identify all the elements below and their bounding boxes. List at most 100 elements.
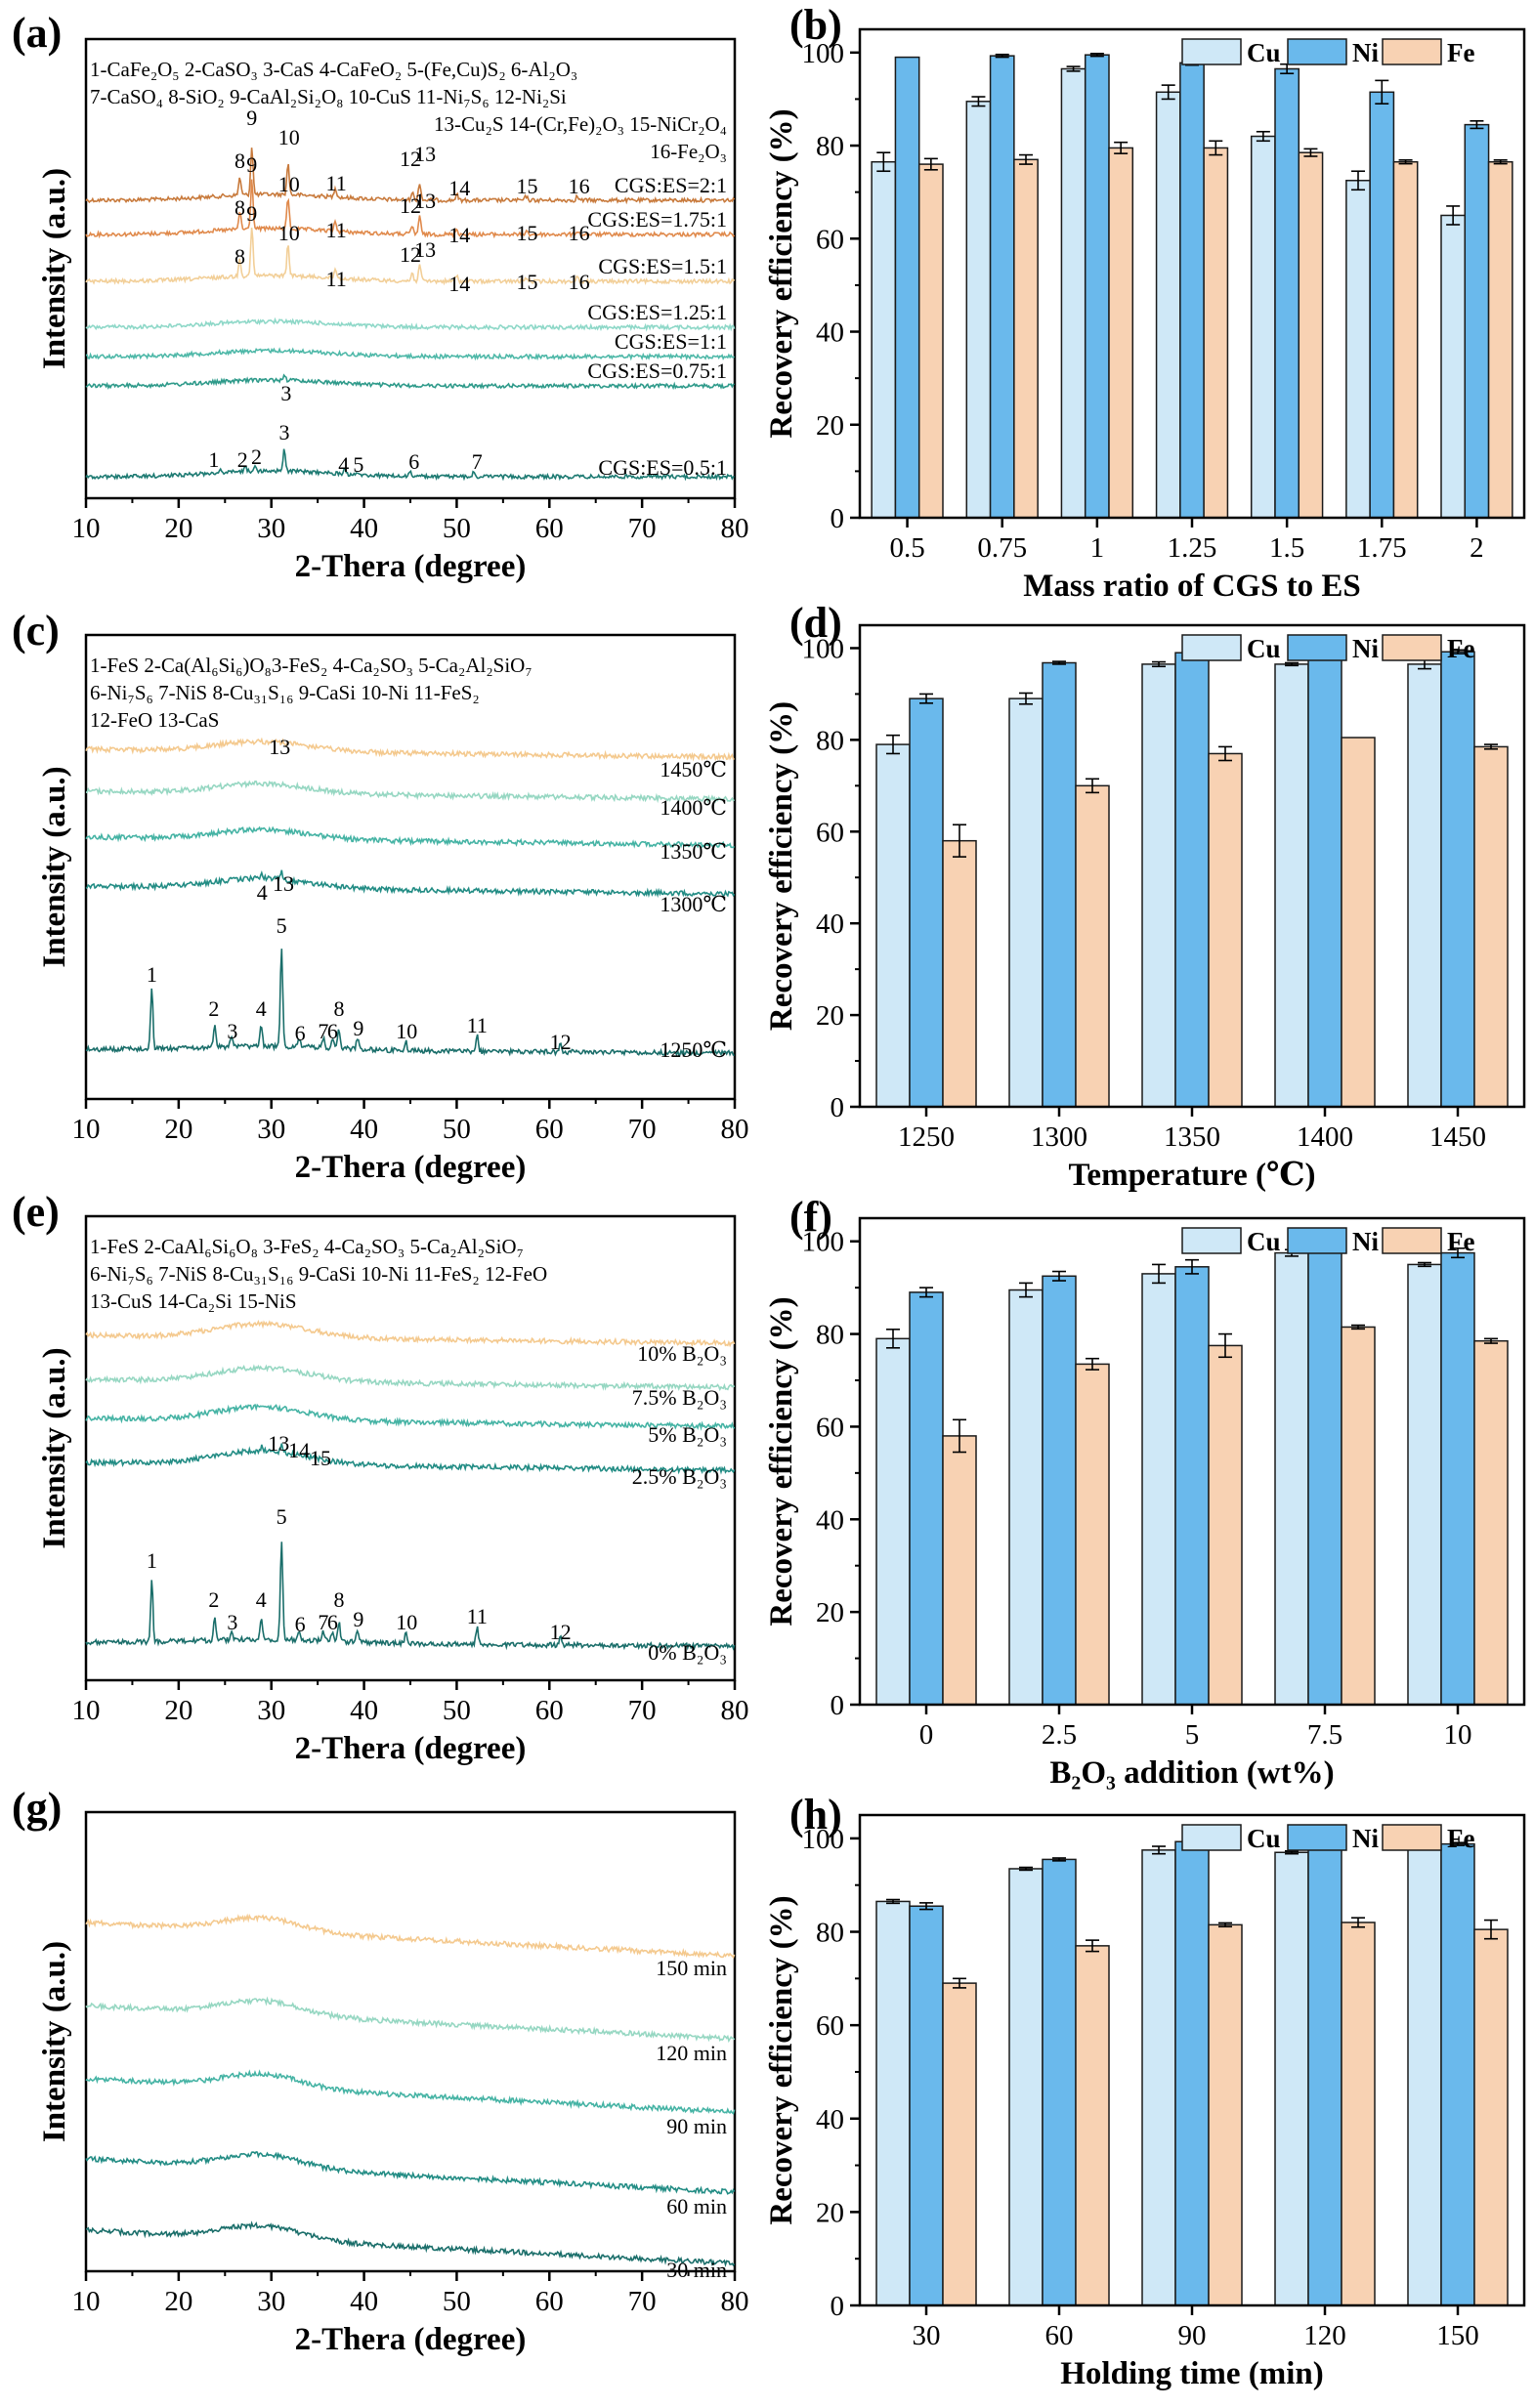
peak-label: 13: [273, 871, 294, 896]
panel-b: (b)0.5 0.75 1 1.25 1.5 1.75 2020406080100Mass …: [764, 1, 1526, 604]
x-tick-label: 1.5: [1269, 532, 1304, 564]
bar-fe: [1341, 1326, 1376, 1706]
y-tick-label: 40: [816, 2104, 844, 2135]
xrd-curve: [85, 1403, 736, 1431]
bar-cu: [1274, 1251, 1309, 1706]
x-tick-label: 150: [1436, 2320, 1479, 2351]
xrd-curve: [85, 317, 736, 332]
panel-h: (h) 30 60 90 120 150 0 20 40 60 80 100 Holding time …: [764, 1791, 1526, 2391]
bar-ni: [1042, 1275, 1077, 1706]
peak-label: 10: [396, 1019, 417, 1043]
x-tick-label: 1.75: [1357, 532, 1407, 564]
xrd-curve: [85, 737, 735, 762]
x-tick-label: 80: [721, 1695, 749, 1726]
peak-label: 16: [569, 221, 590, 245]
phase-legend-line: 1-CaFe₂O₅ 2-CaSO₃ 3-CaS 4-CaFeO₂ 5-(Fe,C…: [90, 58, 577, 81]
bar-cu: [1141, 1849, 1176, 2306]
peak-label: 8: [333, 996, 344, 1021]
x-tick-label: 50: [443, 1114, 471, 1145]
y-tick-label: 100: [802, 1824, 845, 1855]
xrd-curve: [85, 228, 736, 286]
xrd-curve: [85, 2150, 736, 2195]
xrd-curve: [85, 179, 736, 239]
peak-label: 15: [517, 174, 538, 198]
x-tick-label: 60: [535, 1114, 564, 1145]
bar-fe: [1341, 1922, 1376, 2306]
legend-label: Cu: [1247, 634, 1281, 663]
legend-swatch-fe: [1382, 38, 1442, 65]
x-tick-label: 1450: [1429, 1121, 1486, 1153]
plot-frame: [858, 1216, 1526, 1707]
phase-legend-line: 1-FeS 2-Ca(Al₆Si₆)O₈3-FeS₂ 4-Ca₂SO₃ 5-Ca…: [90, 654, 533, 677]
xrd-curve: [85, 1364, 736, 1392]
bar-ni: [1174, 1266, 1210, 1706]
peak-label: 9: [353, 1016, 363, 1040]
x-tick-label: 2.5: [1042, 1719, 1077, 1751]
y-tick-label: 100: [802, 633, 845, 664]
legend-swatch-cu: [1181, 1824, 1242, 1851]
peak-label: 10: [278, 125, 300, 149]
peak-label: 12: [550, 1620, 572, 1644]
legend-swatch-cu: [1181, 38, 1242, 65]
legend-swatch-ni: [1287, 1227, 1347, 1254]
x-tick-label: 0: [919, 1719, 934, 1751]
peak-label: 6: [327, 1610, 338, 1634]
y-axis-title: Recovery efficiency (%): [764, 108, 799, 438]
plot-frame: [858, 1813, 1526, 2307]
x-tick-label: 30: [257, 1695, 285, 1726]
peak-label: 1: [147, 962, 157, 987]
peak-label: 6: [295, 1021, 306, 1045]
bar-cu: [1440, 214, 1467, 519]
bar-ni: [1464, 123, 1490, 519]
legend-swatch-ni: [1287, 634, 1347, 661]
x-axis-title: 2-Thera (degree): [295, 549, 527, 584]
curve-label: 1250℃: [660, 1037, 727, 1062]
peak-label: 16: [569, 270, 590, 294]
plot-frame: [84, 1810, 737, 2273]
xrd-curve: [85, 825, 735, 849]
peak-label: 1: [208, 447, 219, 472]
curve-label: 0% B₂O₃: [648, 1640, 727, 1665]
x-tick-label: 40: [350, 2286, 378, 2317]
plot-frame: [858, 623, 1526, 1109]
x-tick-label: 60: [535, 513, 564, 544]
legend-label: Cu: [1247, 1824, 1281, 1853]
peak-label: 1: [147, 1548, 157, 1573]
xrd-curve: [85, 1319, 736, 1348]
bar-ni: [1440, 651, 1475, 1108]
peak-label: 13: [414, 142, 436, 166]
peak-label: 3: [278, 420, 289, 444]
legend-label: Fe: [1447, 634, 1474, 663]
bar-fe: [1208, 1923, 1243, 2306]
y-tick-label: 60: [816, 2010, 844, 2042]
peak-label: 13: [269, 735, 290, 759]
peak-label: 16: [569, 174, 590, 198]
x-tick-label: 80: [721, 1114, 749, 1145]
bar-cu: [871, 160, 897, 519]
x-tick-label: 70: [628, 1114, 657, 1145]
x-tick-label: 90: [1178, 2320, 1207, 2351]
phase-legend-line: 13-Cu₂S 14-(Cr,Fe)₂O₃ 15-NiCr₂O₄: [434, 112, 727, 136]
bar-fe: [1487, 160, 1513, 519]
y-tick-label: 60: [816, 1412, 844, 1443]
xrd-curve: [85, 2220, 736, 2267]
curve-label: CGS:ES=1:1: [615, 329, 727, 354]
peak-label: 11: [467, 1013, 488, 1037]
x-tick-label: 30: [257, 2286, 285, 2317]
peak-label: 14: [448, 223, 470, 247]
x-tick-label: 60: [1045, 2320, 1074, 2351]
x-tick-label: 10: [1444, 1719, 1472, 1751]
bar-fe: [1341, 737, 1376, 1108]
panel-g: (g) 10 20 30 40 50 60 70 80 2-Thera (degree) Inten…: [12, 1784, 749, 2357]
curve-label: CGS:ES=1.25:1: [587, 300, 727, 324]
peak-label: 7: [318, 1610, 328, 1634]
xrd-curve: [85, 148, 736, 205]
y-tick-label: 80: [816, 1320, 844, 1351]
x-tick-label: 2: [1470, 532, 1484, 564]
peak-label: 12: [550, 1030, 572, 1054]
x-axis-title: B₂O₃ addition (wt%): [1049, 1755, 1334, 1791]
phase-legend-line: 13-CuS 14-Ca₂Si 15-NiS: [90, 1289, 297, 1313]
x-tick-label: 30: [257, 513, 285, 544]
y-tick-label: 0: [831, 2291, 845, 2322]
x-axis-title: Holding time (min): [1060, 2356, 1324, 2391]
